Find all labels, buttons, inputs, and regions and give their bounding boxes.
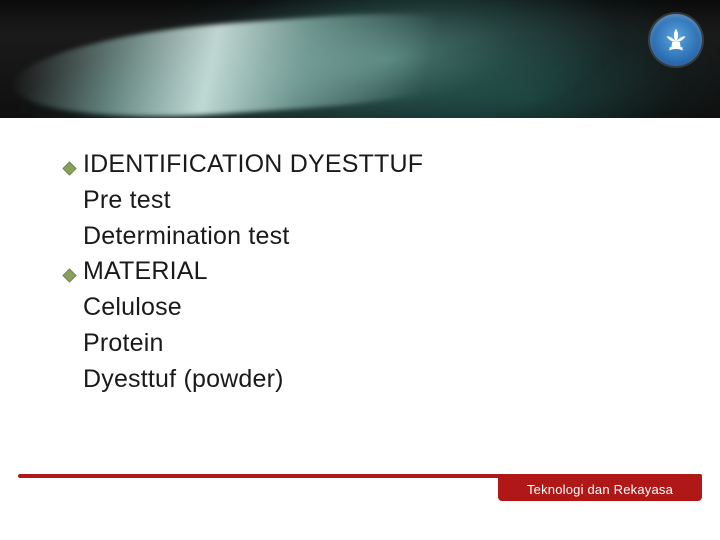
diamond-bullet-icon	[62, 161, 77, 176]
content-line: Celulose	[62, 291, 662, 325]
education-logo-icon	[650, 14, 702, 66]
content-text: Pre test	[83, 184, 171, 218]
slide-content: IDENTIFICATION DYESTTUFPre testDetermina…	[62, 148, 662, 398]
content-text: Celulose	[83, 291, 182, 325]
content-line: MATERIAL	[62, 255, 662, 289]
banner-swoosh-graphic	[0, 0, 720, 118]
footer-label: Teknologi dan Rekayasa	[527, 482, 673, 497]
content-line: Protein	[62, 327, 662, 361]
content-text: IDENTIFICATION DYESTTUF	[83, 148, 423, 182]
content-line: Dyesttuf (powder)	[62, 363, 662, 397]
diamond-bullet-icon	[62, 268, 77, 283]
footer-bar: Teknologi dan Rekayasa	[18, 474, 702, 504]
content-line: IDENTIFICATION DYESTTUF	[62, 148, 662, 182]
content-text: Dyesttuf (powder)	[83, 363, 284, 397]
content-text: MATERIAL	[83, 255, 208, 289]
content-text: Determination test	[83, 220, 289, 254]
footer-label-pill: Teknologi dan Rekayasa	[498, 477, 702, 501]
content-text: Protein	[83, 327, 164, 361]
header-banner	[0, 0, 720, 118]
content-line: Pre test	[62, 184, 662, 218]
content-line: Determination test	[62, 220, 662, 254]
